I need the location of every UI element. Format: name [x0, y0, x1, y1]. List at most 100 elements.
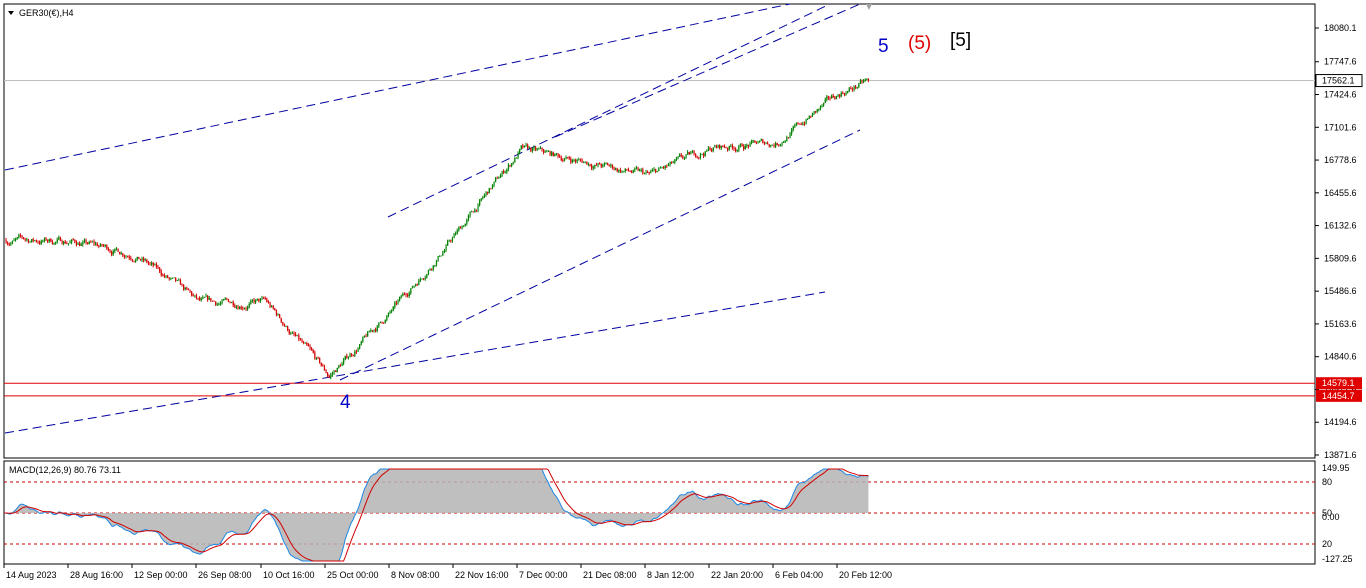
time-tick-label: 12 Sep 00:00: [134, 570, 188, 580]
candle-body: [239, 307, 241, 310]
price-panel[interactable]: [3, 3, 1316, 459]
candle-body: [570, 158, 572, 163]
candle-body: [659, 167, 662, 169]
candle-body: [666, 165, 668, 167]
candle-body: [627, 169, 630, 171]
price-tick-label: 16455.6: [1324, 188, 1357, 198]
wave-5-label: 5: [878, 36, 889, 57]
candle-body: [475, 209, 478, 211]
candle-body: [152, 263, 154, 266]
candle-body: [399, 296, 401, 301]
candle-body: [387, 312, 390, 317]
chart-shift-marker[interactable]: [866, 4, 872, 10]
candle-body: [69, 242, 71, 244]
candle-body: [56, 239, 58, 242]
inner-upper-channel-line[interactable]: [387, 3, 831, 218]
candle-body: [301, 340, 303, 343]
candle-body: [439, 256, 441, 257]
candle-body: [712, 147, 714, 151]
candle-body: [467, 215, 470, 220]
price-tick-label: 18080.1: [1324, 23, 1357, 33]
candle-body: [629, 170, 631, 172]
support-price-value: 14579.1: [1322, 378, 1355, 388]
candle-body: [731, 145, 734, 149]
candle-body: [58, 237, 60, 240]
candle-body: [763, 142, 766, 144]
candle-body: [291, 332, 294, 334]
candle-body: [811, 113, 814, 117]
candle-body: [346, 355, 348, 358]
candle-body: [522, 145, 524, 148]
candle-body: [226, 298, 228, 300]
candle-body: [26, 239, 28, 241]
candle-body: [402, 293, 404, 297]
price-tick-label: 16778.6: [1324, 155, 1357, 165]
candle-body: [128, 256, 130, 258]
candle-body: [695, 154, 697, 157]
candle-body: [621, 171, 623, 173]
candle-body: [35, 240, 38, 242]
candle-body: [203, 297, 206, 298]
candle-body: [210, 298, 212, 301]
candle-body: [21, 235, 23, 238]
macd-tick-label: 50: [1322, 508, 1332, 518]
candle-body: [843, 93, 846, 95]
candle-body: [634, 168, 636, 171]
candle-body: [602, 164, 604, 167]
candle-body: [823, 102, 825, 106]
candle-body: [159, 267, 161, 272]
candle-body: [859, 80, 862, 84]
candle-body: [829, 97, 831, 99]
candle-body: [459, 227, 462, 229]
candle-body: [863, 80, 865, 82]
candle-body: [587, 163, 590, 165]
candle-body: [275, 310, 278, 315]
candle-body: [443, 250, 446, 253]
candle-body: [447, 241, 449, 246]
candle-body: [290, 333, 292, 335]
candle-body: [133, 260, 135, 262]
candle-body: [771, 145, 774, 146]
candle-body: [786, 137, 788, 142]
wave-channel-lower[interactable]: [339, 129, 861, 381]
candle-body: [815, 111, 817, 112]
candle-body: [359, 344, 361, 349]
candle-body: [757, 142, 759, 144]
price-tick-label: 16132.6: [1324, 221, 1357, 231]
macd-tick-label: 20: [1322, 539, 1332, 549]
upper-channel-line[interactable]: [4, 3, 791, 171]
candle-body: [442, 252, 444, 256]
lower-channel-line[interactable]: [4, 291, 826, 434]
candle-body: [842, 93, 844, 94]
candle-body: [400, 296, 402, 298]
candle-body: [528, 147, 530, 149]
candle-body: [583, 162, 585, 164]
candle-body: [677, 156, 679, 159]
candle-body: [320, 362, 322, 366]
candle-body: [149, 263, 151, 265]
candle-body: [355, 351, 358, 353]
candle-body: [519, 148, 521, 153]
candle-body: [599, 163, 601, 165]
time-tick-label: 22 Jan 20:00: [711, 570, 763, 580]
candle-body: [483, 194, 486, 197]
candle-body: [195, 295, 198, 298]
candle-body: [784, 141, 786, 143]
candle-body: [426, 274, 428, 278]
symbol-header[interactable]: GER30(€),H4: [8, 8, 74, 18]
triangle-down-icon[interactable]: [8, 11, 14, 15]
candle-body: [795, 122, 798, 126]
candle-body: [187, 288, 190, 291]
candle-body: [434, 265, 436, 267]
candle-body: [810, 116, 812, 118]
candle-body: [858, 83, 860, 88]
candle-body: [163, 275, 166, 277]
candle-body: [75, 241, 78, 245]
candle-body: [799, 123, 801, 125]
candle-body: [168, 277, 170, 279]
candle-body: [791, 130, 793, 134]
candle-body: [648, 172, 650, 174]
candle-body: [719, 144, 721, 149]
candle-body: [138, 256, 140, 259]
